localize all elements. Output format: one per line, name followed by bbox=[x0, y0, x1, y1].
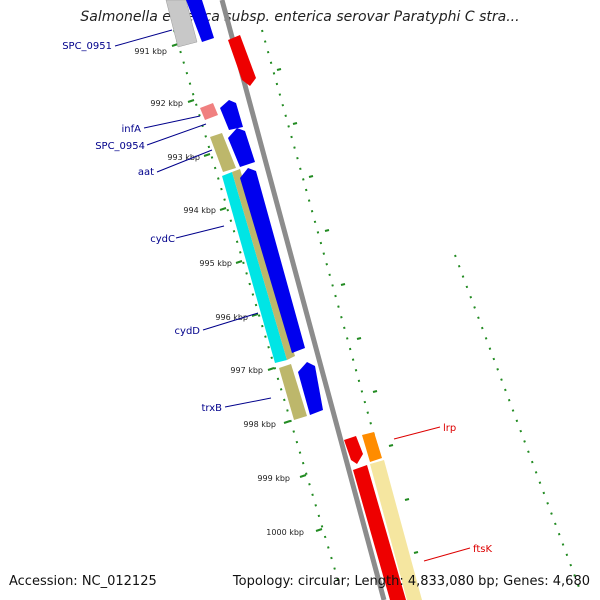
gene-label-ftsk[interactable]: ftsK bbox=[473, 544, 492, 555]
gene-feature-pink[interactable] bbox=[200, 103, 218, 120]
ruler-tick-label: 996 kbp bbox=[215, 313, 248, 322]
cds-feature-red[interactable] bbox=[344, 436, 363, 464]
cds-feature-red[interactable] bbox=[353, 465, 406, 600]
label-leader-lines bbox=[114, 29, 471, 562]
cds-feature-blue[interactable] bbox=[186, 0, 214, 42]
gene-label-cydc[interactable]: cydC bbox=[150, 234, 175, 245]
ruler-tick-label: 991 kbp bbox=[134, 47, 167, 56]
gene-feature-orange[interactable] bbox=[362, 432, 382, 462]
reverse-strand-features[interactable] bbox=[165, 0, 323, 420]
forward-strand-features[interactable] bbox=[228, 35, 422, 600]
ruler-tick-label: 999 kbp bbox=[257, 474, 290, 483]
ruler-tick-label: 995 kbp bbox=[199, 259, 232, 268]
ruler-ticks bbox=[171, 43, 323, 532]
ruler-tick-label: 992 kbp bbox=[150, 99, 183, 108]
cds-feature-red[interactable] bbox=[228, 35, 256, 86]
gene-label-lrp[interactable]: lrp bbox=[443, 423, 456, 434]
gene-label-infa[interactable]: infA bbox=[122, 124, 142, 135]
ruler-tick-labels: 991 kbp 992 kbp 993 kbp 994 kbp 995 kbp … bbox=[134, 47, 304, 537]
accession-text: Accession: NC_012125 bbox=[9, 574, 157, 589]
cds-feature-blue[interactable] bbox=[298, 362, 323, 415]
cds-feature-blue[interactable] bbox=[220, 100, 243, 130]
gene-feature-grey[interactable] bbox=[165, 0, 198, 48]
gene-label-spc0954[interactable]: SPC_0954 bbox=[95, 141, 145, 152]
outer-tick-marks bbox=[276, 68, 419, 554]
gene-label-spc0951[interactable]: SPC_0951 bbox=[62, 41, 112, 52]
far-dotted-guide bbox=[454, 254, 581, 591]
cds-feature-blue[interactable] bbox=[240, 168, 305, 353]
cds-feature-blue[interactable] bbox=[228, 128, 255, 167]
ruler-tick-label: 994 kbp bbox=[183, 206, 216, 215]
genome-backbone bbox=[219, 0, 387, 600]
gene-label-cydd[interactable]: cydD bbox=[175, 326, 201, 337]
gene-feature-yellow[interactable] bbox=[370, 460, 422, 600]
gene-label-trxb[interactable]: trxB bbox=[201, 403, 222, 414]
ruler-tick-label: 993 kbp bbox=[167, 153, 200, 162]
ruler-tick-label: 1000 kbp bbox=[266, 528, 304, 537]
gene-labels[interactable]: SPC_0951 infA SPC_0954 aat cydC cydD trx… bbox=[62, 41, 492, 555]
gene-feature-khaki[interactable] bbox=[210, 133, 236, 172]
gene-feature-khaki[interactable] bbox=[279, 364, 307, 420]
ruler-tick-label: 997 kbp bbox=[230, 366, 263, 375]
ruler-tick-label: 998 kbp bbox=[243, 420, 276, 429]
gene-label-aat[interactable]: aat bbox=[138, 167, 154, 178]
gene-feature-cyan[interactable] bbox=[222, 172, 287, 363]
inner-dotted-guide bbox=[173, 29, 339, 581]
genome-summary-text: Topology: circular; Length: 4,833,080 bp… bbox=[232, 574, 590, 589]
gene-feature-khaki[interactable] bbox=[232, 169, 295, 360]
